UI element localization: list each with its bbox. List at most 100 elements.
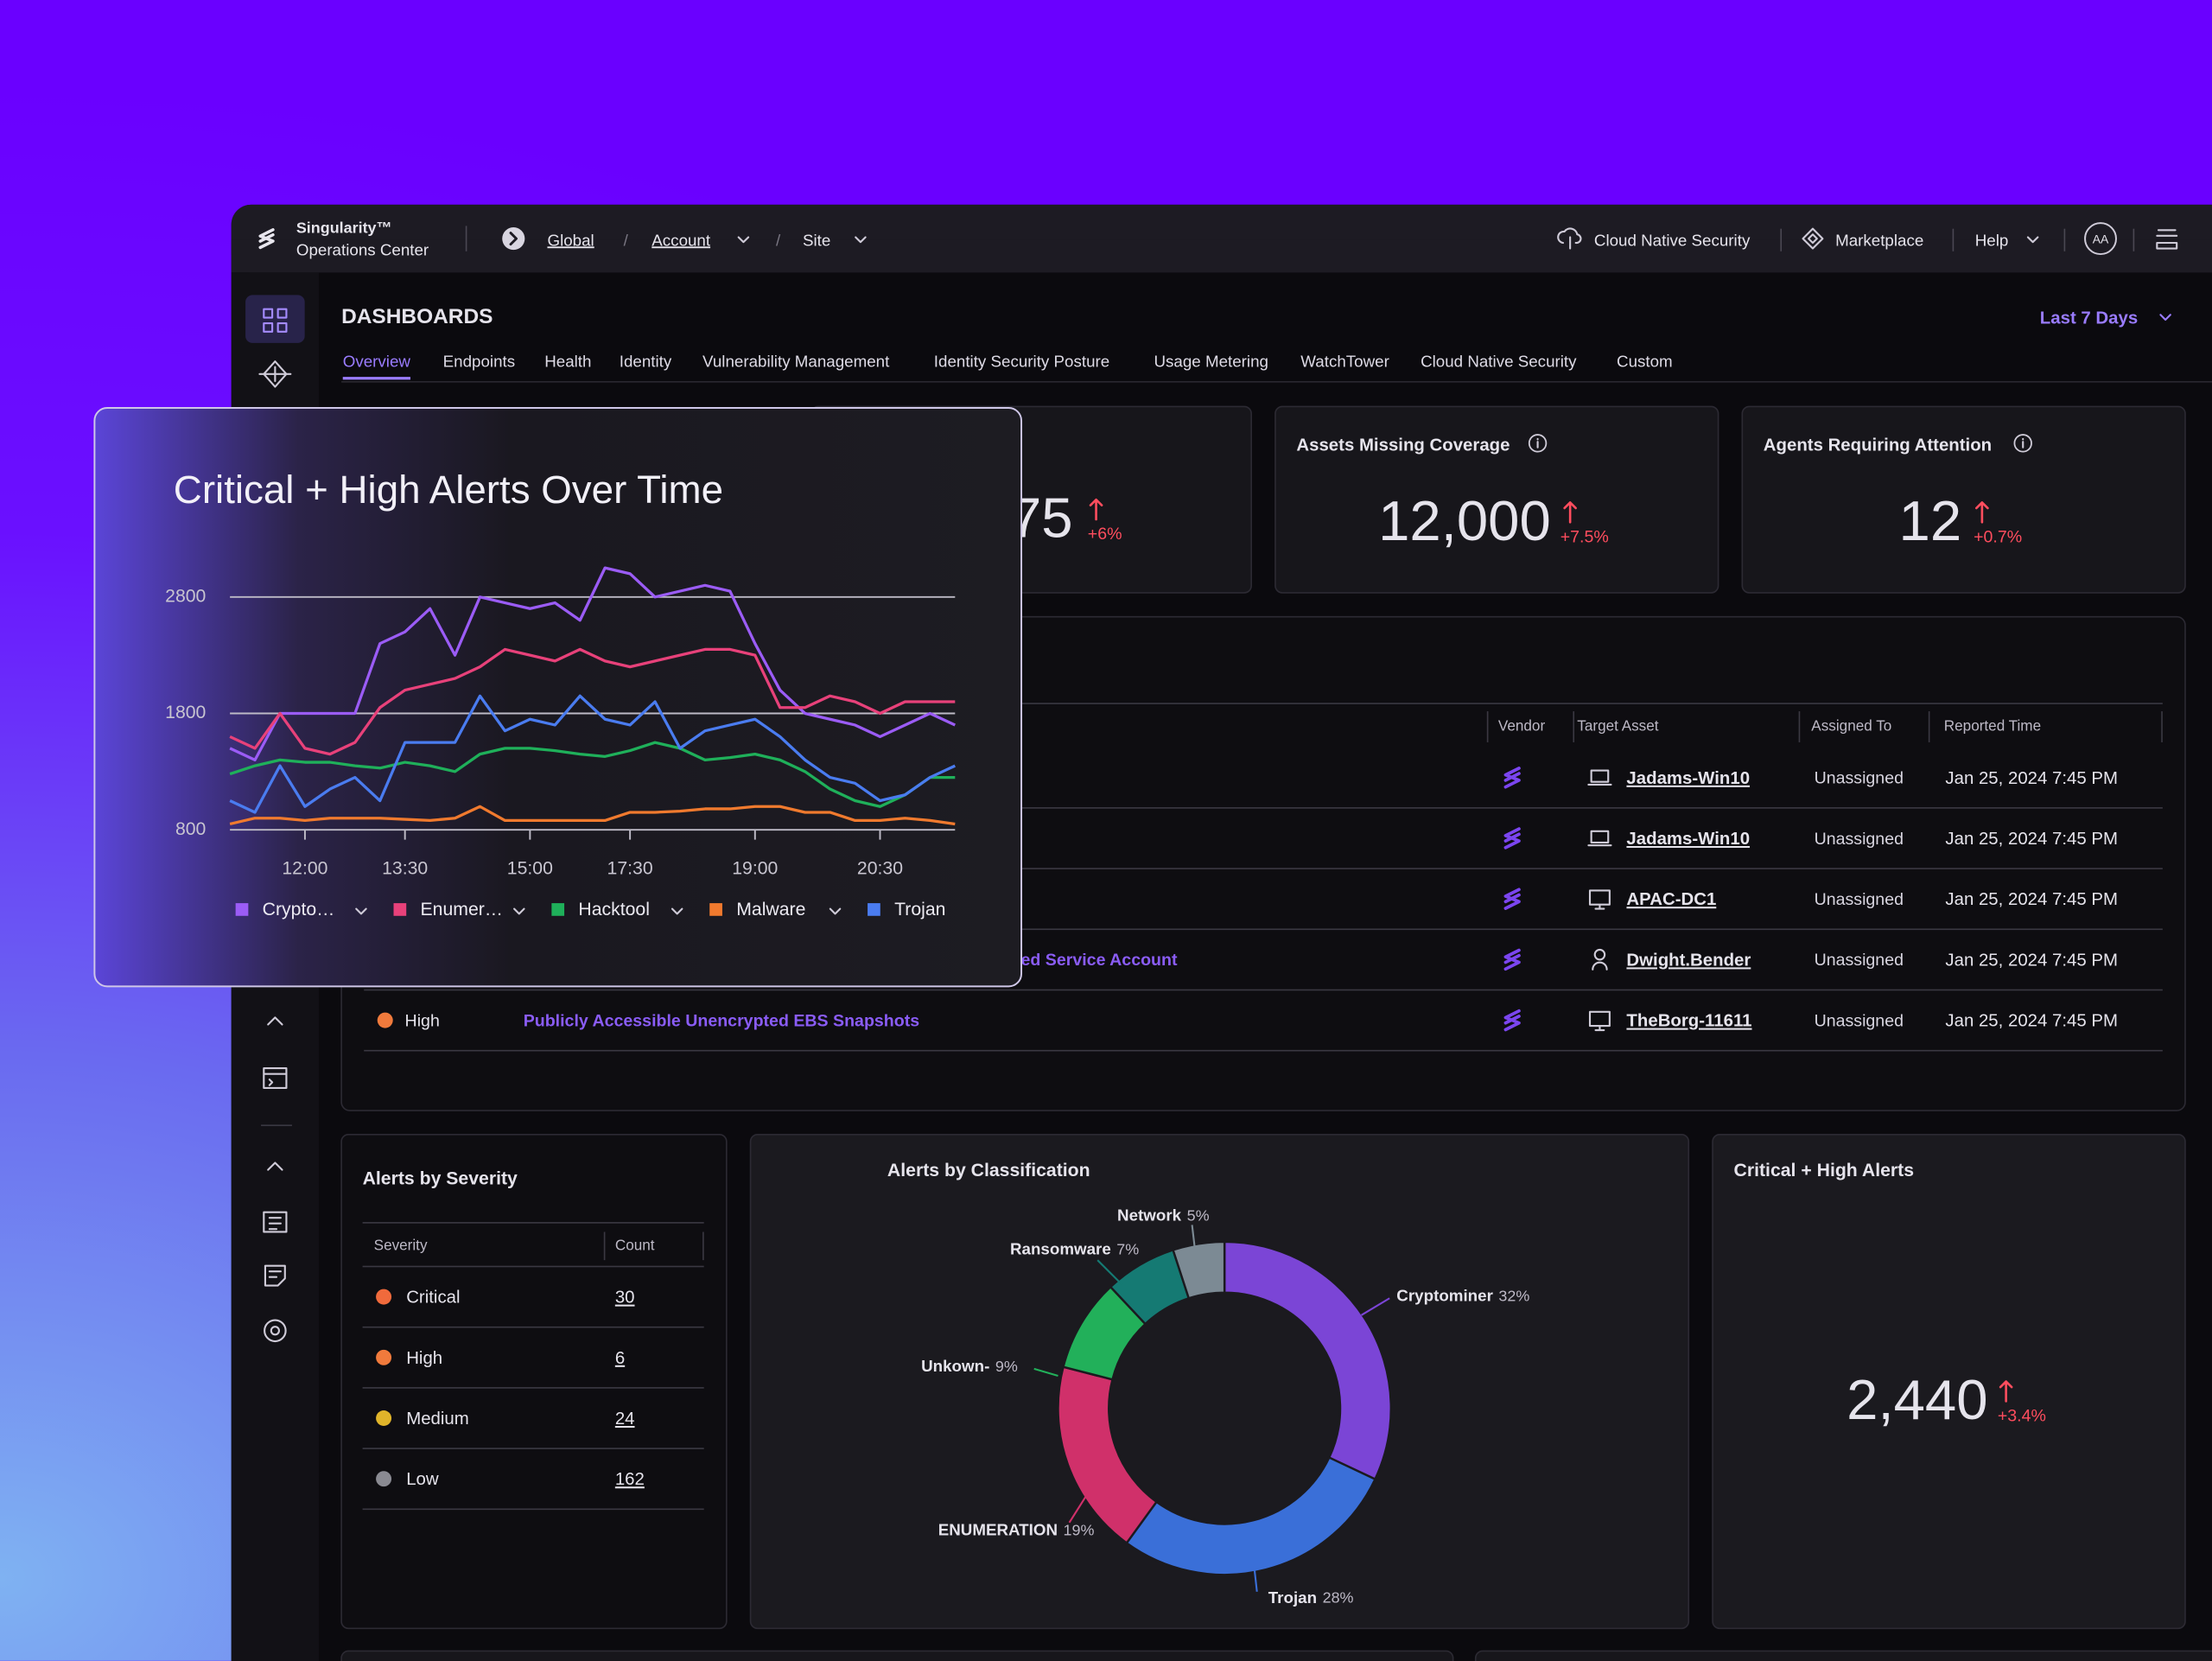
nav-link[interactable]: Cloud Native Security xyxy=(1594,231,1751,249)
legend-label[interactable]: Hacktool xyxy=(578,900,650,920)
scope-link[interactable]: Account xyxy=(652,231,711,249)
nav-link[interactable]: Help xyxy=(1975,231,2009,249)
nav-link[interactable]: Marketplace xyxy=(1835,231,1923,249)
tab[interactable]: Custom xyxy=(1617,353,1673,371)
scope-icon xyxy=(502,227,525,251)
stack-icon xyxy=(2156,229,2178,250)
scope-link[interactable]: Site xyxy=(803,231,830,249)
legend-label[interactable]: Trojan xyxy=(894,900,945,920)
table-line xyxy=(362,1326,704,1328)
avatar[interactable] xyxy=(2084,222,2117,256)
chevron xyxy=(355,907,367,915)
legend-label[interactable]: Enumer… xyxy=(421,900,504,920)
up-arrow xyxy=(1089,498,1103,521)
tab[interactable]: Overview xyxy=(343,353,411,371)
slice-value: 7% xyxy=(1116,1240,1139,1257)
kpi-change: +3.4% xyxy=(1998,1407,2046,1426)
panel xyxy=(1712,1134,2186,1630)
tab[interactable]: WatchTower xyxy=(1300,353,1389,371)
kpi-value: 12 xyxy=(1899,489,1962,552)
severity-label: Low xyxy=(406,1470,439,1489)
tab[interactable]: Health xyxy=(544,353,591,371)
column-header: Target Asset xyxy=(1577,717,1658,735)
severity-count[interactable]: 162 xyxy=(615,1470,645,1489)
chevron xyxy=(513,907,525,915)
severity-count[interactable]: 30 xyxy=(615,1289,635,1308)
column-divider xyxy=(2161,711,2163,742)
divider xyxy=(2063,228,2066,251)
chevron xyxy=(737,236,750,244)
chevron xyxy=(829,907,842,915)
severity-count[interactable]: 24 xyxy=(615,1410,635,1429)
target-asset[interactable]: Jadams-Win10 xyxy=(1626,830,1750,849)
severity-count[interactable]: 6 xyxy=(615,1349,625,1368)
table-line xyxy=(362,1508,704,1511)
chevron xyxy=(2026,236,2039,244)
column-header: Severity xyxy=(374,1236,428,1253)
target-asset[interactable]: APAC-DC1 xyxy=(1626,890,1716,909)
slice-value: 28% xyxy=(1323,1589,1354,1607)
series-line xyxy=(229,741,956,808)
nav-icon xyxy=(263,1211,288,1233)
chevron xyxy=(2159,314,2171,321)
tab[interactable]: Usage Metering xyxy=(1154,353,1268,371)
assigned-to: Unassigned xyxy=(1815,890,1904,909)
row-line xyxy=(364,807,2163,809)
alert-name[interactable]: Publicly Accessible Unencrypted EBS Snap… xyxy=(524,1011,920,1030)
y-tick-label: 800 xyxy=(175,819,206,839)
up-arrow xyxy=(1975,501,1989,524)
panel xyxy=(749,1134,1690,1630)
legend-swatch xyxy=(868,903,880,916)
assigned-to: Unassigned xyxy=(1815,951,1904,970)
vendor-logo xyxy=(1503,888,1521,910)
tab[interactable]: Cloud Native Security xyxy=(1421,353,1577,371)
slice-label: Ransomware xyxy=(1010,1240,1111,1258)
target-asset[interactable]: Jadams-Win10 xyxy=(1626,769,1750,788)
top-bar-base xyxy=(231,239,2212,273)
nav-icon xyxy=(270,1326,280,1336)
legend-label[interactable]: Crypto… xyxy=(263,900,335,920)
scope-link[interactable]: Global xyxy=(547,231,594,249)
donut-slice xyxy=(1223,1240,1392,1481)
assigned-to: Unassigned xyxy=(1815,769,1904,788)
series-line xyxy=(229,566,956,761)
alert-name[interactable]: red Service Account xyxy=(1014,951,1178,970)
kpi-label: Assets Missing Coverage xyxy=(1296,436,1510,455)
target-asset[interactable]: Dwight.Bender xyxy=(1626,951,1751,970)
divider xyxy=(1780,228,1783,251)
range-picker[interactable]: Last 7 Days xyxy=(2040,309,2138,328)
tab[interactable]: Endpoints xyxy=(443,353,515,371)
info-icon xyxy=(2013,434,2032,453)
column-header: Vendor xyxy=(1498,717,1546,735)
slice-label: ENUMERATION xyxy=(938,1521,1058,1539)
column-divider xyxy=(1798,711,1801,742)
divider xyxy=(2133,228,2135,251)
column-header: Count xyxy=(615,1236,655,1253)
x-tick-label: 12:00 xyxy=(282,859,327,879)
tab[interactable]: Identity Security Posture xyxy=(934,353,1109,371)
column-divider xyxy=(702,1231,704,1261)
tab[interactable]: Vulnerability Management xyxy=(702,353,890,371)
x-tick-label: 15:00 xyxy=(507,859,553,879)
leader-line xyxy=(1033,1367,1058,1378)
nav-icon xyxy=(267,1161,283,1171)
slice-value: 19% xyxy=(1064,1521,1095,1538)
legend-swatch xyxy=(393,903,407,916)
column-divider xyxy=(1486,711,1489,742)
reported-time: Jan 25, 2024 7:45 PM xyxy=(1945,769,2118,788)
sidebar-divider xyxy=(261,1124,292,1127)
target-asset[interactable]: TheBorg-11611 xyxy=(1626,1012,1751,1031)
reported-time: Jan 25, 2024 7:45 PM xyxy=(1945,951,2118,970)
kpi-card xyxy=(1741,405,2186,594)
asset-icon xyxy=(1588,889,1611,910)
y-tick-label: 2800 xyxy=(165,586,206,606)
sidebar-active xyxy=(245,295,305,343)
leader-line xyxy=(1096,1259,1122,1285)
assigned-to: Unassigned xyxy=(1815,830,1904,849)
slice-label: Trojan xyxy=(1268,1588,1317,1607)
severity-icon xyxy=(376,1471,392,1487)
legend-label[interactable]: Malware xyxy=(736,900,805,920)
tab[interactable]: Identity xyxy=(620,353,672,371)
slice-value: 5% xyxy=(1187,1206,1210,1224)
product: Operations Center xyxy=(296,241,429,259)
